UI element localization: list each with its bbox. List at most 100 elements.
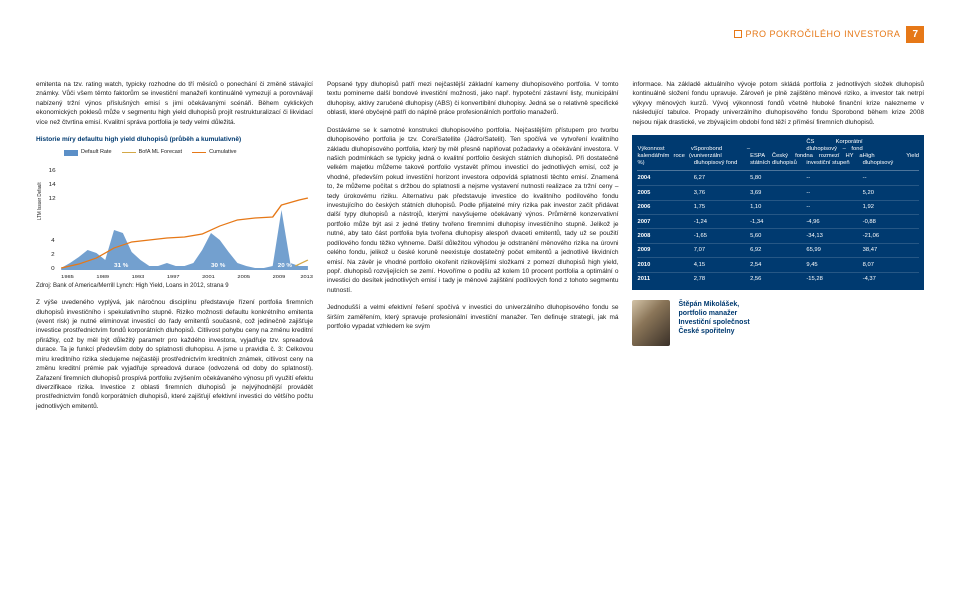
table-header-sporobond: Sporobond – univerzální dluhopisový fond <box>694 146 750 167</box>
col1-para2: Z výše uvedeného vyplývá, jak náročnou d… <box>36 298 313 411</box>
table-cell: -- <box>806 203 862 211</box>
table-row: 20046,275,80---- <box>637 172 919 186</box>
performance-table: Výkonnost v kalendářním roce (v %) Sporo… <box>632 135 924 290</box>
column-1: emitenta na tzv. rating watch, typicky r… <box>36 80 313 419</box>
table-row: 20112,782,56-15,28-4,37 <box>637 273 919 286</box>
svg-text:0: 0 <box>51 266 54 271</box>
author-photo <box>632 300 670 346</box>
table-cell: 2,56 <box>750 275 806 283</box>
table-cell: -1,65 <box>694 232 750 240</box>
table-cell: 1,75 <box>694 203 750 211</box>
svg-text:14: 14 <box>49 182 56 187</box>
table-row: 20104,152,549,458,07 <box>637 258 919 272</box>
table-cell: 1,10 <box>750 203 806 211</box>
table-cell: 2006 <box>637 203 693 211</box>
table-cell: -21,06 <box>863 232 919 240</box>
table-cell: 65,99 <box>806 246 862 254</box>
table-cell: -- <box>863 174 919 182</box>
svg-text:2005: 2005 <box>237 274 250 279</box>
legend-default-rate: Default Rate <box>64 149 112 157</box>
table-cell: 2,78 <box>694 275 750 283</box>
table-header-hy: High Yield dluhopisový <box>863 153 919 167</box>
svg-text:16: 16 <box>49 168 56 173</box>
author-name: Štěpán Mikolášek, <box>678 300 749 309</box>
author-box: Štěpán Mikolášek, portfolio manažer Inve… <box>632 300 924 346</box>
header-square-icon <box>734 30 742 38</box>
svg-text:2001: 2001 <box>202 274 215 279</box>
svg-text:1985: 1985 <box>61 274 74 279</box>
table-cell: 8,07 <box>863 261 919 269</box>
table-cell: -- <box>806 174 862 182</box>
table-row: 2007-1,24-1,34-4,96-0,88 <box>637 215 919 229</box>
table-cell: 4,15 <box>694 261 750 269</box>
default-rate-chart: 16 14 12 4 2 0 LTM Issuer Default 31 % 3… <box>36 160 313 280</box>
table-cell: -15,28 <box>806 275 862 283</box>
column-2: Popsané typy dluhopisů patří mezi nejčas… <box>327 80 619 419</box>
svg-text:1997: 1997 <box>167 274 180 279</box>
table-header-espa: ESPA Český fond státních dluhopisů <box>750 153 806 167</box>
table-row: 20061,751,10--1,92 <box>637 201 919 215</box>
table-cell: 5,80 <box>750 174 806 182</box>
legend-forecast: BofA ML Forecast <box>122 149 183 157</box>
col2-para1: Popsané typy dluhopisů patří mezi nejčas… <box>327 80 619 118</box>
table-cell: -0,88 <box>863 218 919 226</box>
table-cell: 2004 <box>637 174 693 182</box>
svg-text:20 %: 20 % <box>278 263 292 268</box>
chart-caption: Zdroj: Bank of America/Merrill Lynch: Hi… <box>36 282 313 291</box>
table-cell: 6,27 <box>694 174 750 182</box>
col1-para1: emitenta na tzv. rating watch, typicky r… <box>36 80 313 127</box>
svg-text:12: 12 <box>49 196 56 201</box>
author-company1: Investiční společnost <box>678 318 749 327</box>
col2-para3: Jednodušší a velmi efektivní řešení spoč… <box>327 303 619 331</box>
table-cell: -4,96 <box>806 218 862 226</box>
svg-text:LTM Issuer Default: LTM Issuer Default <box>37 181 44 219</box>
svg-text:30 %: 30 % <box>211 263 225 268</box>
table-cell: 7,07 <box>694 246 750 254</box>
table-cell: -34,13 <box>806 232 862 240</box>
header-label: PRO POKROČILÉHO INVESTORA <box>746 29 901 39</box>
table-cell: 2005 <box>637 189 693 197</box>
table-cell: 9,45 <box>806 261 862 269</box>
table-header-corp: ČS Korporátní dluhopisový – fond na rozm… <box>806 139 862 167</box>
page-header: PRO POKROČILÉHO INVESTORA 7 <box>734 24 924 44</box>
table-cell: 6,92 <box>750 246 806 254</box>
table-cell: 2011 <box>637 275 693 283</box>
chart-title: Historie míry defaultu high yield dluhop… <box>36 135 313 144</box>
svg-text:4: 4 <box>51 238 54 243</box>
table-cell: 38,47 <box>863 246 919 254</box>
svg-text:1993: 1993 <box>132 274 145 279</box>
table-cell: 2,54 <box>750 261 806 269</box>
column-3: informace. Na základě aktuálního vývoje … <box>632 80 924 419</box>
chart-legend: Default Rate BofA ML Forecast Cumulative <box>36 149 313 157</box>
author-company2: České spořitelny <box>678 327 749 336</box>
author-role: portfolio manažer <box>678 309 749 318</box>
table-cell: 3,76 <box>694 189 750 197</box>
col3-para1: informace. Na základě aktuálního vývoje … <box>632 80 924 127</box>
table-row: 20053,763,69--5,20 <box>637 186 919 200</box>
table-cell: 2010 <box>637 261 693 269</box>
table-cell: 2007 <box>637 218 693 226</box>
table-cell: 1,92 <box>863 203 919 211</box>
svg-text:2009: 2009 <box>273 274 286 279</box>
page-number: 7 <box>906 26 924 43</box>
table-cell: 5,60 <box>750 232 806 240</box>
table-cell: 2009 <box>637 246 693 254</box>
author-info: Štěpán Mikolášek, portfolio manažer Inve… <box>678 300 749 336</box>
svg-text:1989: 1989 <box>96 274 109 279</box>
table-cell: -1,24 <box>694 218 750 226</box>
table-header-year: Výkonnost v kalendářním roce (v %) <box>637 146 693 167</box>
table-cell: 5,20 <box>863 189 919 197</box>
svg-text:2013: 2013 <box>300 274 313 279</box>
svg-text:2: 2 <box>51 252 54 257</box>
table-row: 2008-1,655,60-34,13-21,06 <box>637 229 919 243</box>
table-cell: 3,69 <box>750 189 806 197</box>
legend-cumulative: Cumulative <box>192 149 237 157</box>
table-header: Výkonnost v kalendářním roce (v %) Sporo… <box>637 139 919 171</box>
table-row: 20097,076,9265,9938,47 <box>637 244 919 258</box>
table-cell: -- <box>806 189 862 197</box>
table-cell: -1,34 <box>750 218 806 226</box>
table-cell: 2008 <box>637 232 693 240</box>
col2-para2: Dostáváme se k samotné konstrukci dluhop… <box>327 126 619 296</box>
svg-text:31 %: 31 % <box>114 263 128 268</box>
table-cell: -4,37 <box>863 275 919 283</box>
